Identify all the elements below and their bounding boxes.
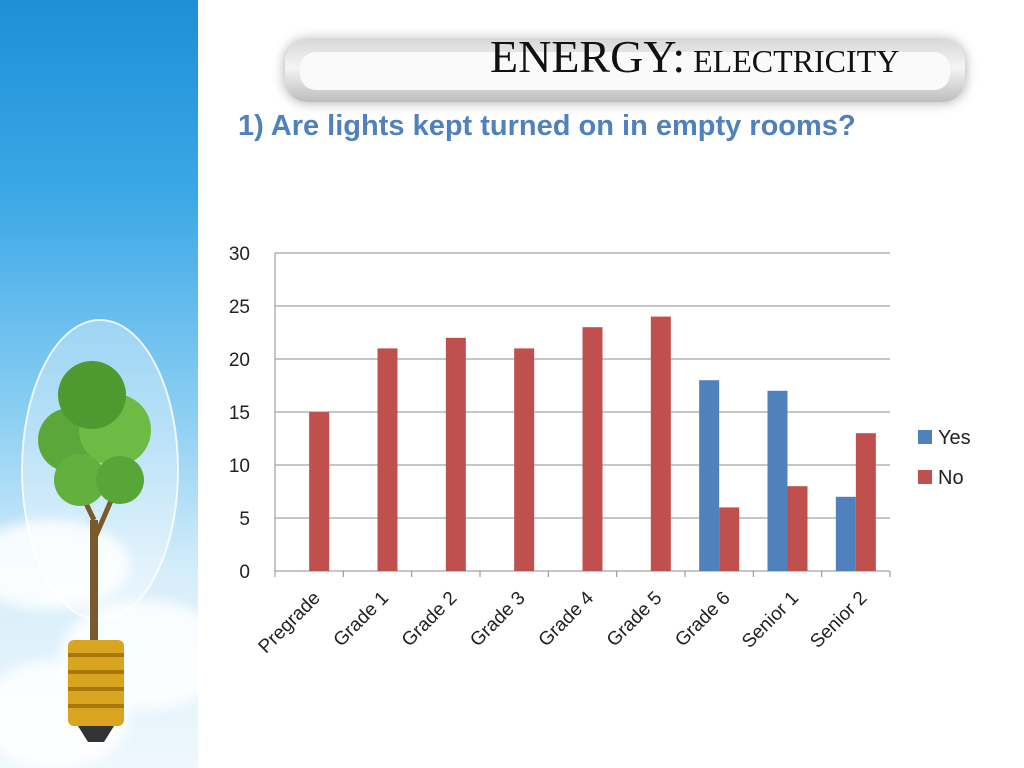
slide-title: ENERGY: ELECTRICITY	[490, 34, 899, 80]
title-main: ENERGY:	[490, 31, 686, 82]
legend-swatch-no	[918, 470, 932, 484]
x-tick-label: Grade 5	[603, 588, 666, 651]
x-tick-label: Pregrade	[255, 588, 325, 658]
light-bulb-tree-icon	[21, 319, 179, 742]
x-tick-label: Grade 6	[671, 588, 734, 651]
bar-no-grade-4	[582, 327, 603, 571]
bar-no-senior-1	[787, 486, 808, 571]
y-tick-label: 20	[229, 350, 250, 371]
y-tick-label: 5	[239, 509, 250, 530]
y-tick-label: 30	[229, 244, 250, 265]
x-tick-label: Grade 2	[398, 588, 461, 651]
bar-no-grade-5	[650, 316, 671, 571]
side-decoration-panel	[0, 0, 198, 768]
title-sub: ELECTRICITY	[693, 43, 900, 79]
bar-no-grade-3	[514, 348, 535, 571]
bar-no-grade-1	[377, 348, 398, 571]
bar-yes-senior-2	[835, 496, 856, 571]
x-tick-label: Grade 1	[330, 588, 393, 651]
y-tick-label: 25	[229, 297, 250, 318]
y-tick-label: 0	[239, 562, 250, 583]
bar-no-pregrade	[309, 412, 330, 571]
bar-no-grade-2	[445, 337, 466, 571]
legend-swatch-yes	[918, 430, 932, 444]
x-tick-label: Grade 4	[535, 587, 599, 651]
y-tick-label: 15	[229, 403, 250, 424]
question-subtitle: 1) Are lights kept turned on in empty ro…	[238, 110, 856, 142]
bar-yes-grade-6	[699, 380, 720, 571]
bar-no-senior-2	[855, 433, 876, 571]
title-frame-inner	[300, 52, 950, 90]
legend-label-yes: Yes	[938, 427, 971, 449]
bar-yes-senior-1	[767, 390, 788, 571]
legend-label-no: No	[938, 467, 964, 489]
x-tick-label: Senior 1	[738, 588, 803, 653]
y-tick-label: 10	[229, 456, 250, 477]
bar-no-grade-6	[719, 507, 740, 571]
x-tick-label: Grade 3	[466, 588, 529, 651]
x-tick-label: Senior 2	[806, 588, 871, 653]
